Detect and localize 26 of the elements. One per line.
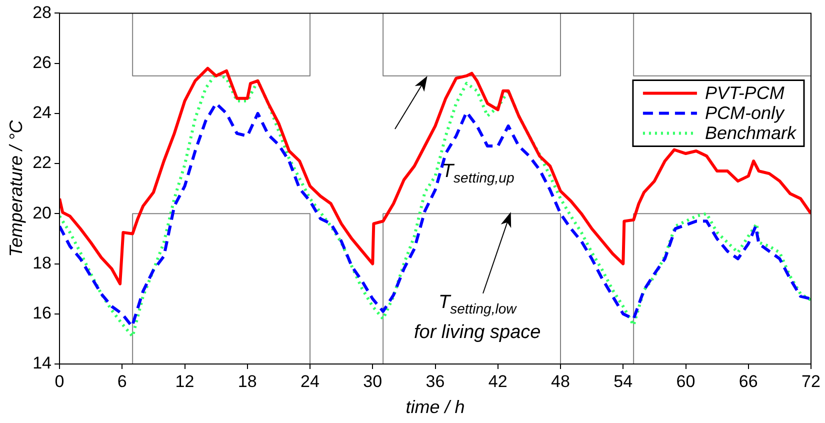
- y-tick-label: 18: [32, 253, 52, 272]
- x-tick-label: 36: [426, 372, 445, 391]
- y-tick-label: 20: [32, 203, 52, 222]
- legend-label: PCM-only: [704, 103, 785, 124]
- x-tick-label: 42: [488, 372, 508, 391]
- y-tick-label: 14: [32, 354, 52, 373]
- legend-label: Benchmark: [704, 123, 797, 144]
- x-tick-label: 48: [551, 372, 570, 391]
- x-tick-label: 72: [802, 372, 820, 391]
- y-tick-label: 24: [32, 103, 52, 122]
- x-tick-label: 66: [738, 372, 758, 391]
- y-tick-label: 28: [32, 2, 52, 22]
- x-tick-label: 30: [363, 372, 382, 391]
- y-tick-label: 22: [32, 153, 52, 172]
- legend-label: PVT-PCM: [704, 83, 784, 104]
- x-tick-label: 0: [54, 372, 64, 391]
- x-axis-title: time / h: [406, 397, 465, 418]
- y-axis-title: Temperature / °C: [6, 119, 26, 257]
- x-tick-label: 18: [238, 372, 257, 391]
- x-tick-label: 24: [300, 372, 320, 391]
- x-tick-label: 6: [117, 372, 127, 391]
- x-tick-label: 12: [175, 372, 194, 391]
- y-tick-label: 16: [32, 304, 52, 323]
- y-tick-label: 26: [32, 53, 52, 72]
- x-tick-label: 60: [676, 372, 696, 391]
- x-tick-label: 54: [614, 372, 633, 391]
